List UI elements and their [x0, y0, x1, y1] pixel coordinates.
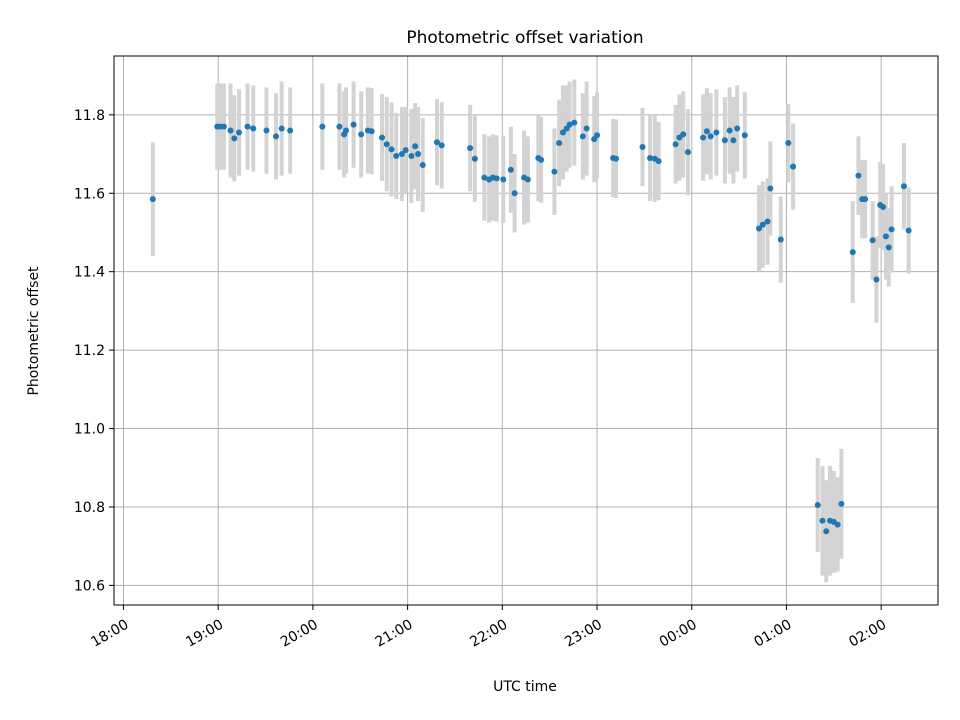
data-point — [383, 141, 390, 148]
data-point — [755, 225, 762, 232]
y-tick-label: 11.4 — [74, 265, 105, 281]
data-point — [882, 233, 889, 240]
data-point — [900, 183, 907, 190]
chart-title: Photometric offset variation — [406, 28, 643, 48]
data-point — [467, 145, 474, 152]
data-point — [538, 156, 545, 163]
y-tick-label: 10.8 — [74, 500, 105, 516]
y-tick-label: 11.6 — [74, 186, 105, 202]
data-point — [388, 146, 395, 153]
y-tick-label: 11.2 — [74, 343, 105, 359]
data-point — [730, 137, 737, 144]
data-point — [500, 176, 507, 183]
data-point — [707, 133, 714, 140]
data-point — [343, 127, 350, 134]
data-point — [885, 244, 892, 251]
data-point — [493, 175, 500, 182]
data-point — [393, 152, 400, 159]
data-point — [834, 521, 841, 528]
data-point — [408, 152, 415, 159]
data-point — [149, 196, 156, 203]
data-markers — [149, 119, 912, 535]
data-point — [862, 196, 869, 203]
data-point — [880, 203, 887, 210]
data-point — [402, 147, 409, 154]
data-point — [263, 127, 270, 134]
data-point — [471, 155, 478, 162]
x-axis-label: UTC time — [493, 679, 557, 695]
data-point — [551, 168, 558, 175]
data-point — [713, 129, 720, 136]
data-point — [873, 276, 880, 283]
data-point — [785, 140, 792, 147]
data-point — [511, 190, 518, 197]
data-point — [438, 142, 445, 149]
data-point — [433, 139, 440, 146]
data-point — [849, 249, 856, 256]
data-point — [734, 125, 741, 132]
data-point — [559, 129, 566, 136]
plot-frame — [113, 55, 939, 606]
data-point — [412, 143, 419, 150]
data-point — [220, 123, 227, 130]
y-axis-label: Photometric offset — [26, 266, 42, 396]
data-point — [814, 502, 821, 509]
data-point — [680, 131, 687, 138]
data-point — [726, 127, 733, 134]
data-point — [398, 151, 405, 158]
data-point — [741, 132, 748, 139]
data-point — [507, 166, 514, 173]
data-point — [777, 236, 784, 243]
data-point — [524, 176, 531, 183]
data-point — [336, 123, 343, 130]
data-point — [319, 123, 326, 130]
data-point — [379, 134, 386, 141]
data-point — [583, 125, 590, 132]
data-point — [759, 221, 766, 228]
data-point — [278, 125, 285, 132]
data-point — [639, 143, 646, 150]
data-point — [703, 128, 710, 135]
data-point — [272, 133, 279, 140]
data-point — [594, 132, 601, 139]
data-point — [767, 185, 774, 192]
data-point — [855, 172, 862, 179]
data-point — [287, 127, 294, 134]
data-point — [790, 163, 797, 170]
data-point — [888, 226, 895, 233]
data-point — [350, 121, 357, 128]
data-point — [612, 155, 619, 162]
data-point — [571, 119, 578, 126]
data-point — [869, 237, 876, 244]
data-point — [684, 149, 691, 156]
data-point — [647, 154, 654, 161]
data-point — [823, 528, 830, 535]
data-point — [721, 137, 728, 144]
data-point — [672, 141, 679, 148]
data-point — [231, 135, 238, 142]
data-point — [227, 127, 234, 134]
y-tick-label: 11.0 — [74, 422, 105, 438]
data-point — [905, 227, 912, 234]
data-point — [368, 128, 375, 135]
data-point — [236, 129, 243, 136]
data-point — [358, 131, 365, 138]
data-point — [700, 134, 707, 141]
y-tick-label: 10.6 — [74, 578, 105, 594]
data-point — [419, 162, 426, 169]
data-point — [556, 140, 563, 147]
y-tick-label: 11.8 — [74, 108, 105, 124]
data-point — [579, 133, 586, 140]
data-point — [764, 218, 771, 225]
data-point — [819, 517, 826, 524]
data-point — [415, 151, 422, 158]
data-point — [566, 121, 573, 128]
data-point — [481, 174, 488, 181]
data-point — [250, 125, 257, 132]
data-point — [244, 123, 251, 130]
data-point — [838, 500, 845, 507]
data-point — [655, 158, 662, 165]
